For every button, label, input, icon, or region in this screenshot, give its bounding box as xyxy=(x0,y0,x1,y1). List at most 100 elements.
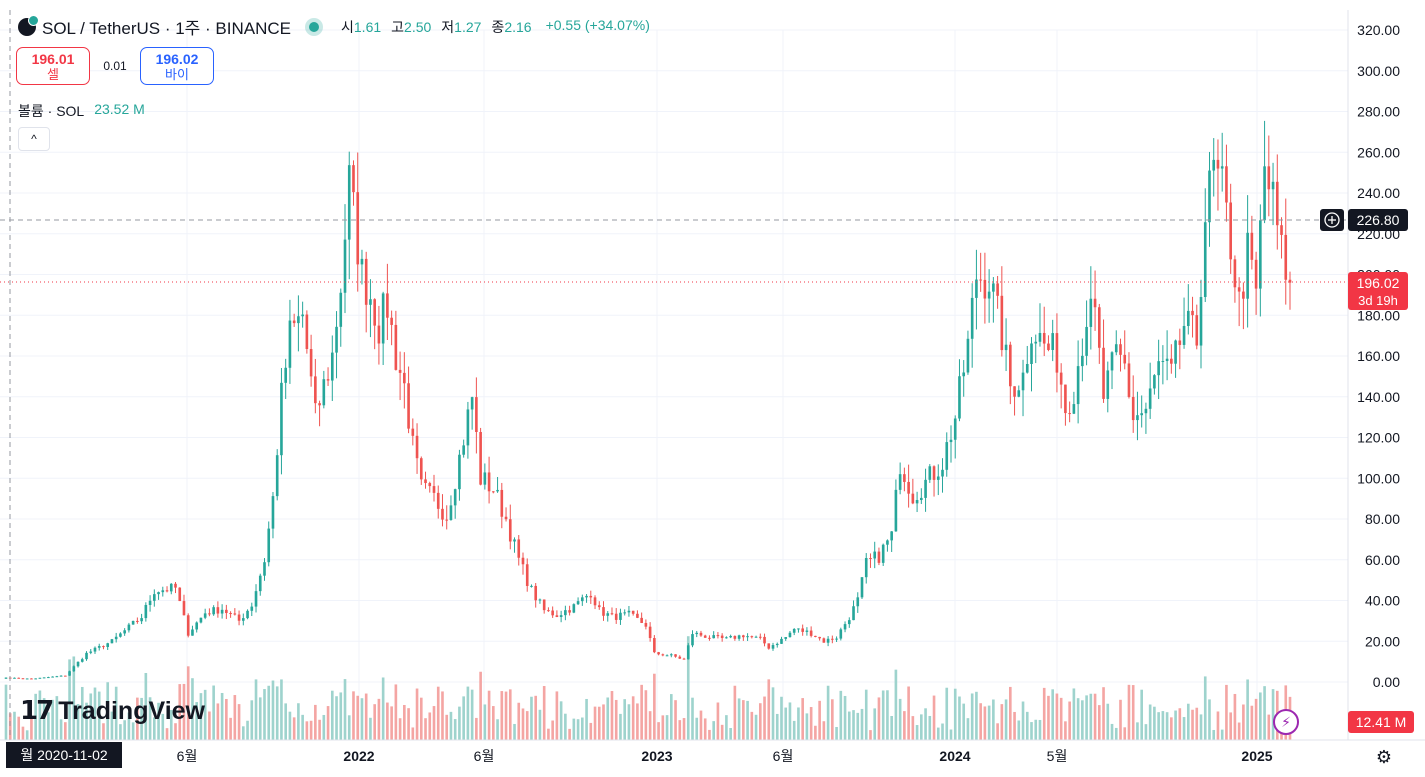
candle-body xyxy=(962,372,966,377)
candle-body xyxy=(831,638,834,640)
candle-body xyxy=(1161,360,1165,362)
volume-bar xyxy=(1123,727,1127,740)
candle-body xyxy=(55,676,59,678)
volume-bar xyxy=(581,717,584,740)
volume-bar xyxy=(127,712,131,740)
candle-body xyxy=(1212,159,1216,171)
volume-bar xyxy=(398,718,402,740)
candle-body xyxy=(1097,307,1101,348)
candle-body xyxy=(381,293,385,344)
candle-body xyxy=(619,612,622,620)
candle-body xyxy=(568,610,571,613)
buy-button[interactable]: 196.02 바이 xyxy=(140,47,214,85)
candle-body xyxy=(271,496,275,529)
volume-bar xyxy=(186,666,190,740)
candle-body xyxy=(347,165,351,240)
candle-body xyxy=(1288,279,1292,283)
candle-body xyxy=(610,613,614,615)
candle-body xyxy=(1271,181,1275,190)
svg-text:3d 19h: 3d 19h xyxy=(1358,293,1398,308)
volume-bar xyxy=(1157,712,1160,740)
volume-bar xyxy=(508,689,512,740)
candle-body xyxy=(958,376,961,419)
crosshair-price-label: 226.80 xyxy=(1348,209,1408,231)
settings-icon[interactable]: ⚙ xyxy=(1375,747,1393,767)
volume-bar xyxy=(441,691,444,740)
candle-body xyxy=(191,629,194,636)
collapse-legend-button[interactable]: ^ xyxy=(18,127,50,151)
time-scale[interactable]: 6월 2022 6월 2023 6월 2024 5월 2025 xyxy=(177,748,1273,764)
volume-bar xyxy=(487,690,491,740)
volume-bar xyxy=(657,722,660,740)
candle-body xyxy=(220,609,224,614)
volume-bar xyxy=(314,704,317,740)
crosshair-add-button[interactable] xyxy=(1320,209,1344,231)
tradingview-logo[interactable]: 17 TradingView xyxy=(20,696,205,726)
candle-body xyxy=(623,612,627,614)
candle-body xyxy=(89,651,93,653)
volume-bar xyxy=(903,711,906,740)
candle-body xyxy=(674,654,677,657)
volume-bar xyxy=(8,713,12,740)
sell-button[interactable]: 196.01 셀 xyxy=(16,47,90,85)
candle-body xyxy=(763,636,766,644)
candle-body xyxy=(258,575,262,592)
volume-bar xyxy=(826,685,830,740)
candle-body xyxy=(360,258,364,265)
candle-body xyxy=(835,638,838,640)
candle-body xyxy=(114,636,118,640)
candle-body xyxy=(1110,352,1114,371)
candle-body xyxy=(547,610,550,612)
volume-bar xyxy=(725,715,728,740)
candle-body xyxy=(339,292,343,327)
volume-bar xyxy=(292,717,296,740)
volume-bar xyxy=(352,691,355,740)
volume-bar xyxy=(1170,717,1173,740)
volume-legend[interactable]: 볼륨 · SOL 23.52 M xyxy=(18,101,145,121)
candle-body xyxy=(144,604,148,619)
price-scale[interactable]: 320.00300.00280.00260.00240.00220.00200.… xyxy=(1357,22,1400,690)
volume-bar xyxy=(415,688,419,740)
volume-bar xyxy=(1161,711,1165,740)
volume-bar xyxy=(419,697,423,740)
candle-body xyxy=(1178,340,1182,345)
volume-bar xyxy=(381,677,385,740)
volume-bar xyxy=(1072,688,1076,740)
candle-body xyxy=(1191,310,1194,316)
volume-bar xyxy=(877,697,881,740)
candle-body xyxy=(703,635,707,638)
volume-bar xyxy=(89,693,93,740)
volume-bar xyxy=(17,716,21,740)
volume-bar xyxy=(945,687,949,740)
candle-body xyxy=(1275,181,1279,226)
symbol-title[interactable]: SOL / TetherUS · 1주 · BINANCE xyxy=(42,19,291,38)
flash-icon[interactable]: ⚡ xyxy=(1273,709,1299,735)
candle-body xyxy=(797,628,800,630)
volume-bar xyxy=(347,715,351,740)
candle-body xyxy=(373,299,376,326)
volume-bar xyxy=(360,698,364,740)
volume-bar xyxy=(157,702,160,740)
volume-bar xyxy=(831,699,834,740)
candle-body xyxy=(809,630,813,636)
volume-bar xyxy=(610,691,614,740)
volume-bar xyxy=(1127,684,1131,740)
time-tick-label: 5월 xyxy=(1047,748,1068,764)
volume-bar xyxy=(220,692,224,740)
volume-bar xyxy=(403,704,406,740)
candle-body xyxy=(500,489,504,517)
candle-body xyxy=(716,635,720,637)
candle-body xyxy=(208,613,211,615)
volume-bar xyxy=(229,717,232,740)
candle-body xyxy=(627,610,631,613)
volume-bar xyxy=(864,689,868,740)
candle-body xyxy=(653,638,656,653)
volume-bar xyxy=(301,714,304,740)
candle-body xyxy=(826,638,830,643)
volume-bar xyxy=(699,710,703,740)
volume-bar xyxy=(788,702,792,740)
candle-body xyxy=(85,652,88,660)
volume-bar xyxy=(547,728,550,740)
candle-body xyxy=(818,636,821,639)
